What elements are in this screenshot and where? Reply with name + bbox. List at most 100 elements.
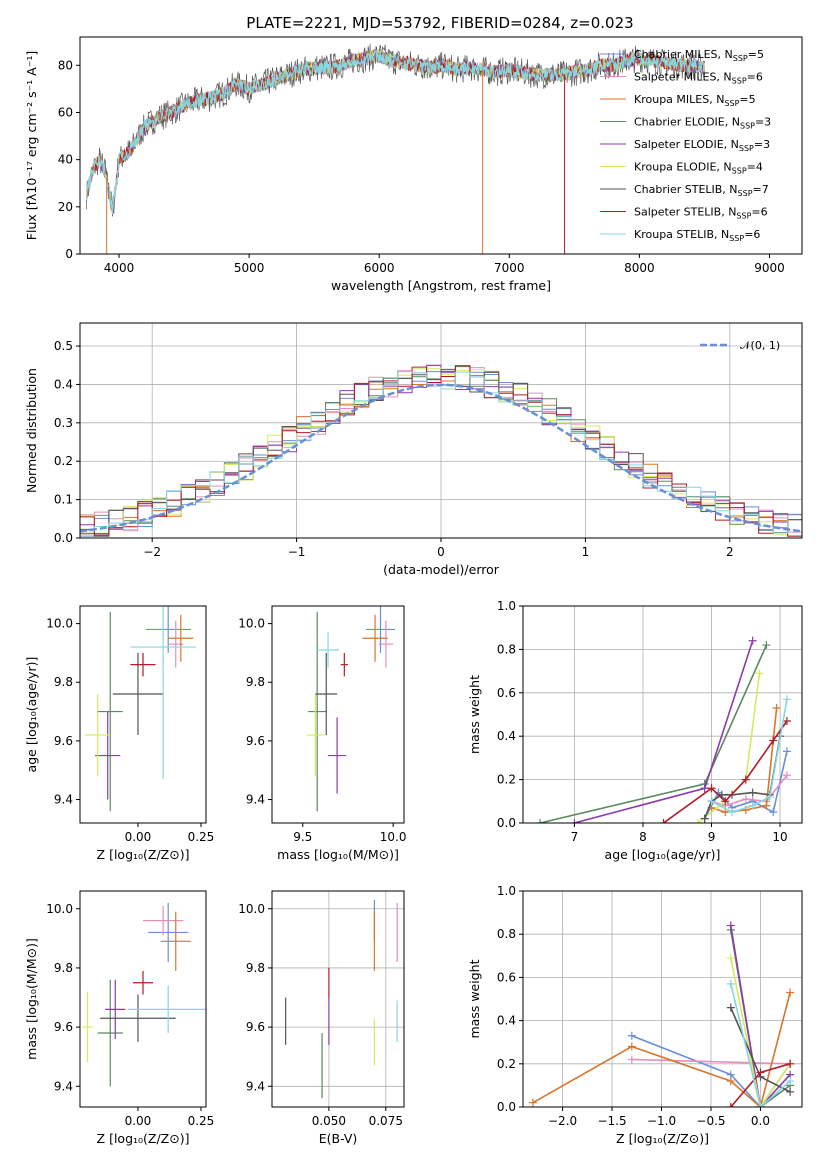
x-tick-label: −2.0: [548, 1114, 577, 1128]
y-tick-label: 0.4: [54, 377, 73, 391]
weight-marker: [728, 808, 737, 817]
y-tick-label: 0.8: [497, 642, 516, 656]
legend-label: Kroupa ELODIE, NSSP=4: [634, 161, 763, 176]
x-tick-label: 5000: [234, 261, 265, 275]
weight-line: [574, 640, 754, 823]
x-tick-label: 6000: [364, 261, 395, 275]
y-tick-label: 1.0: [497, 884, 516, 898]
y-tick-label: 9.6: [54, 1020, 73, 1034]
x-tick-label: 8: [639, 830, 647, 844]
weight-marker: [707, 784, 716, 793]
y-tick-label: 0.3: [54, 416, 73, 430]
weight-vs-age-grid: [523, 605, 802, 824]
weight-marker: [627, 1031, 636, 1040]
x-tick-label: −1.5: [597, 1114, 626, 1128]
x-tick-label: 2: [726, 545, 734, 559]
legend-label: 𝒩(0, 1): [740, 339, 780, 352]
mass-vs-ebv-grid: [272, 891, 404, 1107]
weight-vs-z-ylabel: mass weight: [467, 959, 482, 1038]
x-tick-label: 0.00: [125, 830, 152, 844]
mass-vs-z-panel: 0.00 0.25 9.4 9.6 9.8 10.0 Z [log₁₀(Z/Z⊙)] mass…: [24, 890, 214, 1146]
residuals-xlabel: (data-model)/error: [383, 562, 500, 577]
weight-vs-z-frame: [522, 890, 803, 1108]
weight-marker: [782, 717, 791, 726]
weight-marker: [726, 921, 735, 930]
weight-marker: [769, 808, 778, 817]
weight-marker: [536, 819, 545, 823]
spectrum-panel: 4000 5000 6000 7000 8000 9000 0 20 40 60 80 wavelen…: [24, 36, 803, 293]
spectrum-legend: Chabrier MILES, NSSP=5 Salpeter MILES, NS…: [600, 48, 771, 243]
weight-marker: [765, 792, 774, 801]
age-vs-mass-panel: 9.5 10.0 9.4 9.6 9.8 10.0 mass [log₁₀(M/M⊙)]: [238, 605, 407, 862]
age-vs-z-plot: [85, 606, 196, 812]
weight-marker: [782, 747, 791, 756]
y-tick-label: 0: [65, 247, 73, 261]
weight-line: [631, 1058, 791, 1065]
legend-label: Salpeter MILES, NSSP=6: [634, 71, 763, 86]
figure-title: PLATE=2221, MJD=53792, FIBERID=0284, z=0…: [246, 14, 633, 32]
y-tick-label: 0.2: [497, 773, 516, 787]
y-tick-label: 80: [58, 58, 73, 72]
legend-label: Chabrier MILES, NSSP=5: [634, 48, 764, 63]
legend-label: Kroupa MILES, NSSP=5: [634, 93, 756, 108]
weight-marker: [782, 695, 791, 704]
weight-marker: [786, 1077, 795, 1086]
legend-label: Chabrier ELODIE, NSSP=3: [634, 116, 771, 131]
x-tick-label: −1.0: [647, 1114, 676, 1128]
spectrum-line: [86, 51, 705, 213]
y-tick-label: 0.0: [497, 1100, 516, 1114]
y-tick-label: 0.0: [54, 531, 73, 545]
spectrum-line: [85, 48, 705, 215]
y-tick-label: 0.6: [497, 686, 516, 700]
x-tick-label: −0.5: [696, 1114, 725, 1128]
x-tick-label: 0.0: [751, 1114, 770, 1128]
legend-label: Salpeter ELODIE, NSSP=3: [634, 138, 770, 153]
weight-marker: [772, 703, 781, 712]
mass-vs-ebv-panel: 0.050 0.075 9.4 9.6 9.8 10.0 E(B-V): [238, 890, 405, 1146]
weight-line: [730, 957, 791, 1107]
y-tick-label: 1.0: [497, 599, 516, 613]
age-vs-mass-frame: [271, 605, 405, 824]
weight-line: [697, 673, 761, 823]
weight-vs-z-panel: −2.0 −1.5 −1.0 −0.5 0.0 0.0 0.2 0.4 0.6 0.8 1.0 Z […: [467, 884, 803, 1146]
y-tick-label: 9.8: [246, 961, 265, 975]
mass-vs-ebv-frame: [271, 890, 405, 1108]
x-tick-label: 1: [582, 545, 590, 559]
weight-vs-z-plot: [528, 921, 795, 1107]
weight-marker: [769, 736, 778, 745]
spectrum-line: [86, 50, 705, 217]
mass-vs-z-ylabel: mass [log₁₀(M/M⊙)]: [24, 938, 39, 1060]
spectrum-xlabel: wavelength [Angstrom, rest frame]: [331, 278, 551, 293]
weight-vs-age-frame: [522, 605, 803, 824]
y-tick-label: 9.4: [54, 1079, 73, 1093]
age-vs-z-ylabel: age [log₁₀(age/yr)]: [24, 657, 39, 773]
weight-marker: [721, 808, 730, 817]
spectrum-line: [86, 49, 705, 216]
x-tick-label: 8000: [624, 261, 655, 275]
y-tick-label: 0.2: [54, 454, 73, 468]
weight-marker: [741, 795, 750, 804]
weight-marker: [659, 819, 668, 823]
y-tick-label: 10.0: [238, 902, 265, 916]
y-tick-label: 60: [58, 105, 73, 119]
weight-marker: [700, 814, 709, 823]
y-tick-label: 10.0: [238, 617, 265, 631]
weight-marker: [762, 801, 771, 810]
y-tick-label: 0.5: [54, 339, 73, 353]
residuals-plot: [80, 364, 802, 538]
x-tick-label: 7: [571, 830, 579, 844]
weight-marker: [786, 1087, 795, 1096]
residuals-ylabel: Normed distribution: [24, 368, 39, 493]
weight-marker: [756, 1103, 765, 1107]
x-tick-label: 9: [708, 830, 716, 844]
x-tick-label: 0.075: [369, 1114, 403, 1128]
y-tick-label: 9.6: [246, 734, 265, 748]
y-tick-label: 0.1: [54, 493, 73, 507]
y-tick-label: 9.8: [246, 675, 265, 689]
weight-marker: [693, 819, 702, 823]
weight-marker: [762, 641, 771, 650]
y-tick-label: 0.2: [497, 1057, 516, 1071]
residuals-panel: −2 −1 0 1 2 0.0 0.1 0.2 0.3 0.4 0.5 (data-model)/er…: [24, 322, 803, 577]
age-vs-z-frame: [79, 605, 207, 824]
